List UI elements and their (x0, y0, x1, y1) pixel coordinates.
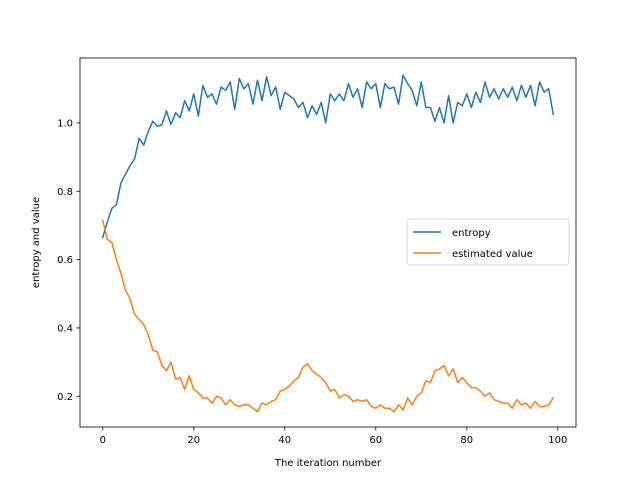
plot-frame (79, 57, 577, 428)
y-tick-label: 0.6 (57, 255, 73, 266)
legend-box (406, 218, 570, 266)
x-tick-label: 60 (369, 435, 382, 446)
x-axis-ticks: 0 20 40 60 80 100 (100, 427, 567, 446)
y-tick-label: 0.8 (57, 187, 73, 198)
legend-label-entropy: entropy (452, 228, 491, 239)
series-line-entropy (101, 74, 555, 239)
x-tick-label: 20 (187, 435, 200, 446)
y-axis-ticks: 0.2 0.4 0.6 0.8 1.0 (57, 118, 80, 403)
x-tick-label: 0 (100, 435, 106, 446)
x-tick-label: 100 (548, 435, 567, 446)
y-tick-label: 0.2 (57, 392, 73, 403)
x-tick-label: 40 (278, 435, 291, 446)
y-tick-label: 1.0 (57, 118, 73, 129)
x-tick-label: 80 (460, 435, 473, 446)
y-tick-label: 0.4 (57, 323, 73, 334)
legend-label-estimated-value: estimated value (452, 249, 533, 260)
legend: entropy estimated value (406, 218, 570, 266)
series-line-estimated-value (101, 219, 555, 413)
y-axis-label: entropy and value (31, 197, 42, 288)
x-axis-label: The iteration number (274, 458, 382, 469)
series-layer (101, 74, 555, 413)
